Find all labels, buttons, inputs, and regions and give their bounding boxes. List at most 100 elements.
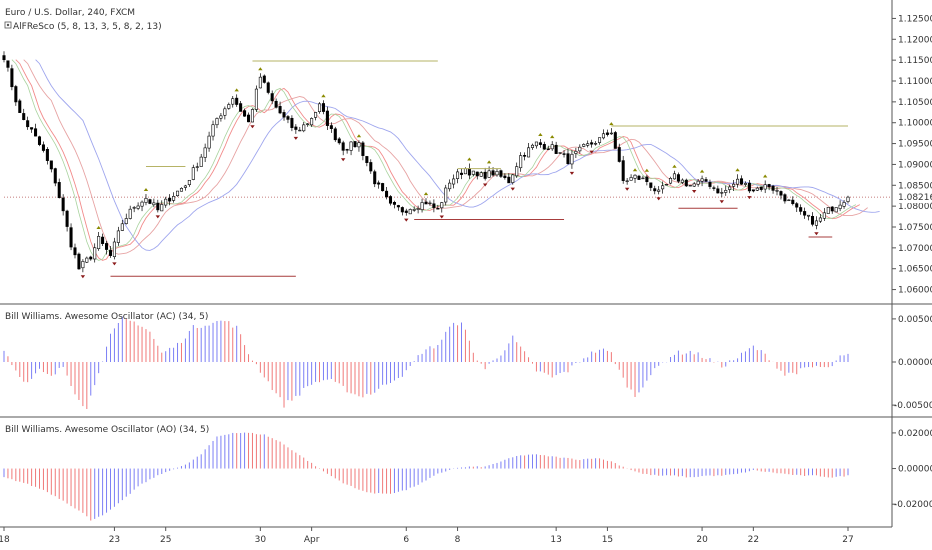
candle-body-127: [503, 175, 507, 178]
candle-body-202: [799, 207, 803, 212]
fractal-up-123: [486, 160, 492, 164]
candle-body-132: [523, 155, 527, 157]
candle-body-140: [554, 144, 558, 154]
candle-body-43: [172, 196, 176, 201]
candle-body-109: [432, 203, 436, 208]
price-tick-label-6: 1.09500: [898, 140, 932, 150]
fractal-down-175: [691, 189, 697, 193]
fractal-down-39: [155, 215, 161, 219]
candle-body-187: [739, 178, 744, 185]
ao-title: Bill Williams. Awesome Oscillator (AO) (…: [5, 425, 209, 435]
candle-body-3: [14, 86, 18, 103]
candle-body-50: [199, 156, 203, 167]
candle-body-169: [669, 178, 673, 184]
candle-body-30: [120, 223, 124, 231]
fractal-up-118: [467, 157, 472, 161]
candle-body-165: [653, 188, 657, 192]
candle-body-179: [708, 182, 712, 187]
candle-body-36: [144, 198, 148, 203]
candle-body-122: [483, 171, 487, 179]
fractal-up-186: [735, 168, 740, 172]
time-tick-label-5: 6: [403, 535, 409, 545]
candle-body-68: [270, 93, 274, 102]
candle-body-148: [586, 143, 590, 146]
candle-body-20: [81, 261, 85, 269]
candle-body-35: [140, 201, 144, 207]
candle-body-33: [132, 207, 136, 209]
fractal-down-122: [482, 183, 488, 187]
candle-body-189: [747, 182, 751, 192]
fractal-up-160: [632, 168, 638, 172]
candle-body-181: [716, 188, 720, 194]
candle-body-201: [795, 203, 799, 208]
candle-body-19: [77, 253, 81, 270]
price-tick-label-12: 1.06500: [898, 265, 932, 275]
candle-body-131: [519, 155, 523, 169]
candle-body-151: [598, 137, 602, 143]
candle-body-18: [73, 247, 77, 256]
candle-body-146: [578, 146, 582, 152]
candle-body-210: [830, 206, 834, 212]
candle-body-107: [424, 201, 428, 205]
candle-body-25: [101, 236, 105, 244]
candle-body-170: [672, 173, 676, 180]
candle-body-141: [558, 152, 562, 154]
candle-body-176: [696, 180, 700, 185]
price-tick-label-10: 1.07500: [898, 223, 932, 233]
candle-body-177: [700, 178, 704, 182]
candle-body-47: [187, 179, 191, 186]
candle-body-108: [428, 202, 432, 205]
price-tick-label-5: 1.10000: [898, 119, 932, 129]
candle-body-120: [475, 171, 479, 177]
ac-tick-label-2: -0.00500: [894, 401, 932, 411]
candle-body-5: [22, 113, 26, 120]
time-tick-label-0: 18: [0, 535, 10, 545]
candle-body-95: [377, 182, 381, 185]
candle-body-91: [361, 142, 365, 156]
candle-body-212: [838, 204, 842, 209]
candle-body-115: [456, 171, 460, 179]
candle-body-15: [61, 197, 65, 212]
candle-body-113: [448, 182, 452, 190]
candle-body-62: [247, 114, 251, 123]
fractal-down-86: [340, 158, 346, 162]
candle-body-171: [676, 174, 680, 182]
candle-body-8: [34, 128, 38, 137]
candle-body-11: [45, 148, 49, 161]
candle-body-159: [629, 177, 633, 181]
chart-title: Euro / U.S. Dollar, 240, FXCM: [5, 8, 135, 18]
candle-body-204: [807, 214, 811, 217]
candle-body-129: [511, 174, 515, 183]
candle-body-89: [353, 141, 357, 148]
fractal-up-59: [234, 88, 239, 92]
candle-body-121: [479, 172, 483, 177]
candle-body-117: [463, 168, 467, 175]
candle-body-139: [550, 144, 554, 150]
candle-body-183: [724, 190, 728, 193]
candle-body-155: [613, 132, 617, 149]
candle-body-145: [574, 150, 578, 154]
fractal-up-154: [609, 122, 614, 126]
candle-body-1: [6, 60, 10, 68]
candle-body-190: [751, 189, 755, 192]
candle-body-114: [452, 178, 456, 185]
time-tick-label-10: 22: [748, 535, 759, 545]
candle-body-142: [562, 153, 566, 155]
candle-body-69: [274, 100, 278, 108]
candle-body-73: [290, 117, 294, 128]
time-tick-label-6: 8: [455, 535, 461, 545]
candle-body-61: [243, 110, 247, 117]
time-tick-label-1: 23: [109, 535, 120, 545]
ao-axis: 0.02000 0.00000 -0.02000: [892, 429, 932, 510]
eye-icon[interactable]: [4, 21, 12, 29]
candle-body-208: [822, 212, 826, 219]
ao-tick-label-0: 0.02000: [898, 429, 932, 439]
candle-body-135: [534, 141, 538, 147]
candle-body-53: [211, 124, 215, 137]
candle-body-85: [337, 138, 341, 144]
candle-body-106: [420, 202, 424, 210]
candle-body-71: [282, 112, 286, 118]
candle-body-45: [179, 188, 183, 192]
candle-body-124: [491, 170, 495, 176]
